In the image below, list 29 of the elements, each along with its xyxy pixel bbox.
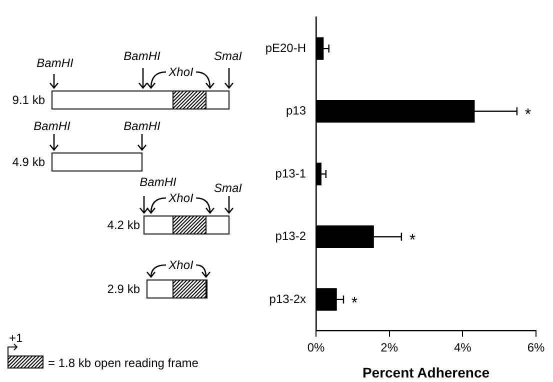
annotation: * — [351, 294, 358, 312]
text: SmaI — [214, 49, 243, 63]
text: SmaI — [214, 181, 243, 195]
text: 4.9 kb — [12, 155, 46, 169]
text: BamHI — [124, 49, 161, 63]
text: XhoI — [168, 65, 194, 79]
text: 4.2 kb — [107, 218, 140, 232]
x-tick-label: 2% — [380, 340, 398, 354]
x-tick-label: 6% — [527, 340, 545, 354]
text: XhoI — [168, 191, 194, 205]
text: BamHI — [140, 175, 177, 189]
y-tick-label: p13-2 — [275, 229, 306, 244]
text: +1 — [9, 331, 24, 345]
annotation: * — [524, 106, 532, 124]
x-axis-title: Percent Adherence — [362, 364, 490, 380]
text: = 1.8 kb open reading frame — [48, 356, 199, 370]
text: 9.1 kb — [12, 93, 46, 107]
y-tick-label: p13 — [286, 104, 306, 118]
y-tick-label: p13-2x — [269, 292, 306, 306]
y-tick-label: p13-1 — [275, 166, 306, 180]
text: BamHI — [36, 56, 74, 70]
x-tick-label: 4% — [454, 340, 472, 354]
text: XhoI — [168, 258, 194, 272]
x-tick-label: 0% — [307, 340, 325, 354]
text: BamHI — [34, 119, 71, 133]
text: 2.9 kb — [107, 282, 140, 296]
text: BamHI — [124, 119, 161, 133]
annotation: * — [409, 232, 416, 250]
y-tick-label: pE20-H — [265, 40, 306, 55]
